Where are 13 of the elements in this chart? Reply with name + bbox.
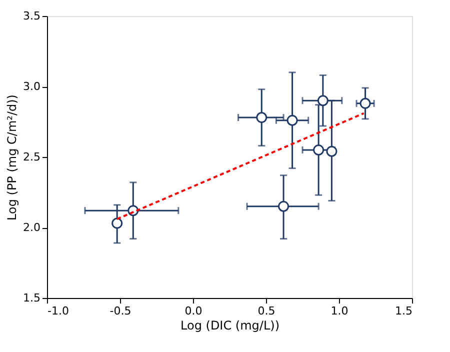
x-tick-label: -1.0 <box>48 304 69 318</box>
y-tick-label: 2.0 <box>23 221 40 234</box>
x-tick-label: -0.5 <box>110 304 132 318</box>
x-axis-title: Log (DIC (mg/L)) <box>180 318 280 332</box>
y-tick-label: 3.5 <box>23 10 40 22</box>
x-tick-label: 0.5 <box>258 304 276 318</box>
y-tick-label: 2.5 <box>23 150 40 164</box>
x-tick-label: 1.5 <box>395 304 412 318</box>
y-axis-title: Log (PP (mg C/m²/d)) <box>5 94 20 220</box>
x-tick-label: 1.0 <box>330 304 348 318</box>
x-tick-label: 0.0 <box>184 304 202 318</box>
y-tick-label: 1.5 <box>23 292 40 304</box>
y-tick-label: 3.0 <box>23 80 40 93</box>
